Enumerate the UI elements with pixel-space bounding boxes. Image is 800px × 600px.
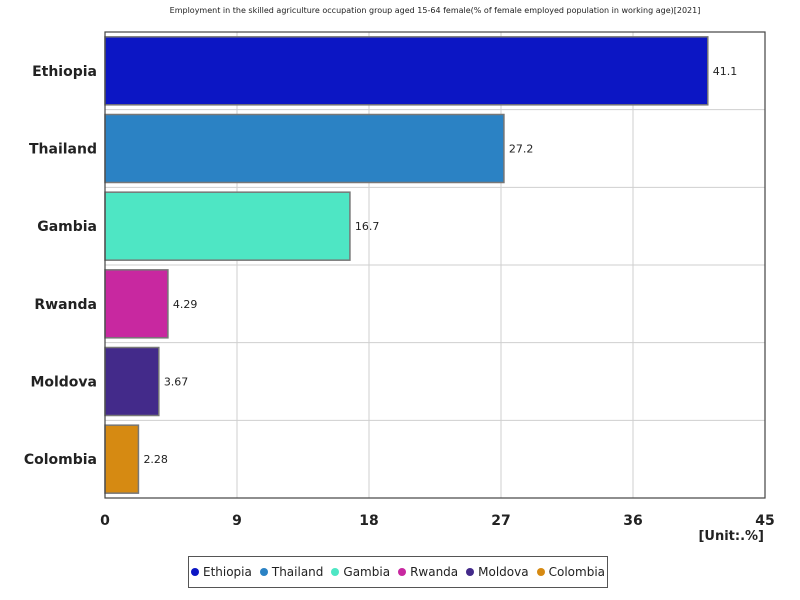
bar-colombia	[104, 424, 140, 494]
legend-item: Rwanda	[398, 565, 458, 579]
legend-swatch	[398, 568, 407, 576]
x-tick-label: 0	[100, 513, 110, 529]
legend: Ethiopia Thailand Gambia Rwanda Moldova Colom…	[188, 556, 608, 588]
category-label: Thailand	[29, 142, 97, 158]
legend-item: Colombia	[536, 565, 605, 579]
labels: 0 9 18 27 36 45 Ethiopia 41.1 Thailand 27.2 Gambia…	[24, 64, 775, 529]
category-label: Rwanda	[34, 297, 97, 313]
bar-thailand	[104, 113, 505, 184]
x-tick-label: 18	[359, 513, 378, 529]
legend-swatch	[331, 568, 340, 576]
x-tick-label: 27	[491, 513, 510, 529]
bar-moldova	[104, 346, 160, 417]
bar-gambia	[104, 191, 351, 261]
value-label: 3.67	[164, 376, 189, 389]
chart-title: Employment in the skilled agriculture oc…	[169, 6, 701, 15]
category-label: Gambia	[37, 219, 97, 235]
category-label: Moldova	[30, 375, 97, 391]
legend-item: Thailand	[259, 565, 324, 579]
legend-label: Colombia	[548, 565, 605, 579]
legend-label: Ethiopia	[202, 565, 252, 579]
legend-swatch	[190, 568, 199, 576]
category-label: Ethiopia	[32, 64, 97, 80]
legend-swatch	[466, 568, 475, 576]
legend-item: Gambia	[331, 565, 390, 579]
legend-label: Gambia	[343, 565, 391, 579]
value-label: 27.2	[509, 143, 534, 156]
legend-swatch	[536, 568, 545, 576]
x-tick-label: 9	[232, 513, 242, 529]
legend-swatch	[259, 568, 268, 576]
x-tick-label: 36	[623, 513, 642, 529]
legend-label: Thailand	[271, 565, 324, 579]
category-label: Colombia	[24, 452, 97, 468]
plot-area-frame	[104, 31, 766, 499]
legend-item: Ethiopia	[190, 565, 252, 579]
value-label: 2.28	[143, 453, 168, 466]
bar-rwanda	[104, 269, 169, 339]
bars	[104, 36, 709, 494]
legend-label: Moldova	[478, 565, 529, 579]
legend-label: Rwanda	[410, 565, 459, 579]
bar-ethiopia	[104, 36, 709, 106]
value-label: 4.29	[173, 298, 198, 311]
unit-label: [Unit:.%]	[698, 529, 764, 544]
value-label: 41.1	[713, 65, 738, 78]
value-label: 16.7	[355, 220, 380, 233]
legend-item: Moldova	[466, 565, 529, 579]
x-tick-label: 45	[755, 513, 774, 529]
